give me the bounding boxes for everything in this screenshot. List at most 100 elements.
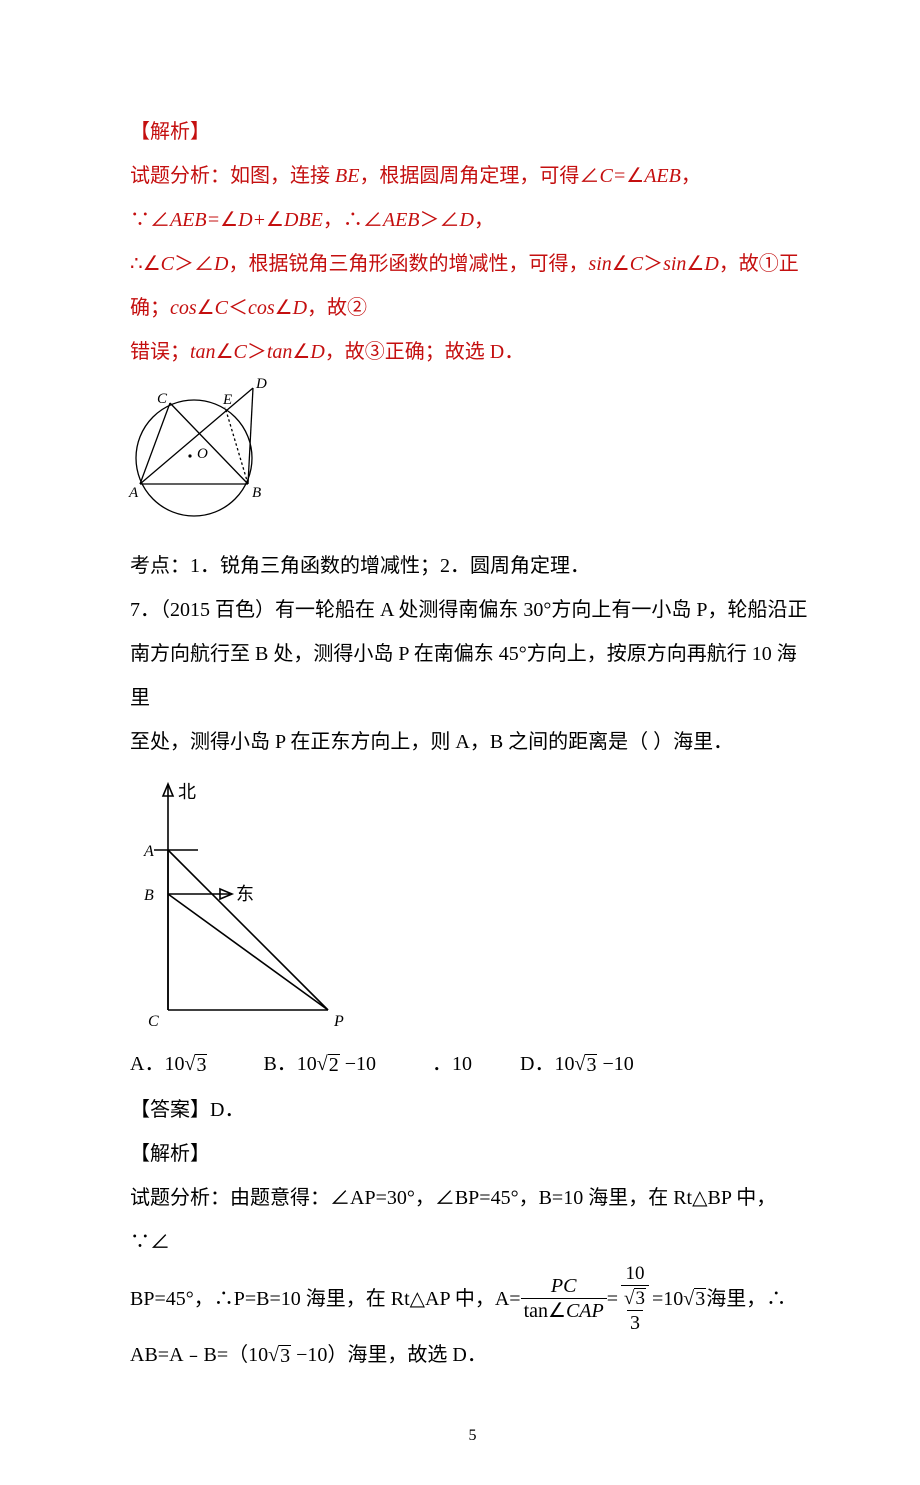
svg-text:C: C (157, 391, 168, 407)
option-a-value: 10√3 (164, 1044, 207, 1084)
circle-diagram: A B C D E O (122, 378, 815, 528)
svg-text:B: B (252, 485, 261, 501)
eq: = (607, 1283, 618, 1315)
text: ∠ (275, 297, 293, 319)
inner-num: 10 (623, 1264, 648, 1285)
text: 错误； (130, 341, 190, 363)
text: BP=45°，∴P=B=10 海里，在 Rt△AP 中，A= (130, 1283, 521, 1315)
text: ，故③正确；故选 D． (325, 341, 524, 363)
var: D (293, 297, 307, 319)
inner-fraction: 10 √3 (621, 1264, 649, 1308)
den-cap: CAP (566, 1300, 604, 1322)
text: ＜ (228, 297, 248, 319)
svg-text:B: B (144, 887, 154, 904)
option-d-label: D． (520, 1044, 554, 1084)
svg-text:A: A (128, 485, 139, 501)
num: 10 (555, 1053, 575, 1075)
var: AEB= (170, 209, 220, 231)
radicand: 3 (279, 1345, 291, 1366)
answer-line: 【答案】D． (130, 1088, 815, 1132)
text: ＞∠ (420, 209, 460, 231)
fraction-big: 10 √3 3 (618, 1264, 652, 1333)
svg-text:E: E (222, 392, 232, 408)
text: ∠ (266, 209, 284, 231)
analysis2-header: 【解析】 (130, 1132, 815, 1176)
text: ∴∠ (130, 253, 161, 275)
text: ，∴∠ (323, 209, 383, 231)
option-b-value: 10√2 −10 (297, 1044, 376, 1084)
option-a-label: A． (130, 1044, 164, 1084)
tail: −10 (597, 1053, 633, 1075)
var: D (214, 253, 228, 275)
num: 10 (164, 1053, 184, 1075)
var: C (630, 253, 643, 275)
num: 10 (297, 1053, 317, 1075)
svg-text:D: D (255, 378, 267, 392)
tail: −10 (291, 1344, 327, 1366)
den-tan: tan (524, 1300, 548, 1322)
var: sin (663, 253, 686, 275)
svg-text:C: C (148, 1013, 159, 1030)
var: BE (335, 165, 359, 187)
var: C= (599, 165, 626, 187)
svg-text:东: 东 (236, 884, 254, 904)
svg-text:O: O (197, 446, 208, 462)
var: tan (267, 341, 293, 363)
text: ，根据锐角三角形函数的增减性，可得， (228, 253, 588, 275)
text: ，根据圆周角定理，可得∠ (359, 165, 599, 187)
ship-diagram: 北东 A B C P (130, 774, 815, 1034)
page-number: 5 (130, 1427, 815, 1445)
kaodian: 考点：1．锐角三角函数的增减性；2．圆周角定理． (130, 544, 815, 588)
var: sin (588, 253, 611, 275)
radicand: 3 (195, 1054, 207, 1075)
q7-line-1: 7．（2015 百色）有一轮船在 A 处测得南偏东 30°方向上有一小岛 P，轮… (130, 588, 815, 632)
var: C (161, 253, 174, 275)
var: D+ (238, 209, 266, 231)
text: ＞ (247, 341, 267, 363)
var: C (234, 341, 247, 363)
analysis-header: 【解析】 (130, 110, 815, 154)
outer-den: 3 (627, 1310, 643, 1333)
radicand: 2 (328, 1054, 340, 1075)
text: ∠ (197, 297, 215, 319)
option-d-value: 10√3 −10 (555, 1044, 634, 1084)
text: ∠ (686, 253, 704, 275)
var: AEB (383, 209, 420, 231)
eq2: = (652, 1283, 663, 1315)
analysis-line-2: ∴∠C＞∠D，根据锐角三角形函数的增减性，可得，sin∠C＞sin∠D，故①正确… (130, 242, 815, 330)
fraction-pc-over-tan: PC tan∠CAP (521, 1276, 607, 1321)
num: 10 (663, 1288, 683, 1310)
var: C (215, 297, 228, 319)
analysis2-line-3: AB=A﹣B=（10√3 −10）海里，故选 D． (130, 1333, 815, 1377)
var: D (460, 209, 474, 231)
q7-line-2: 南方向航行至 B 处，测得小岛 P 在南偏东 45°方向上，按原方向再航行 10… (130, 632, 815, 720)
text: ∠ (612, 253, 630, 275)
svg-text:北: 北 (178, 782, 196, 802)
text: ）海里，故选 D． (327, 1344, 486, 1366)
text: ， (474, 209, 494, 231)
num: 10 (248, 1344, 268, 1366)
var: cos (170, 297, 197, 319)
analysis-line-3: 错误；tan∠C＞tan∠D，故③正确；故选 D． (130, 330, 815, 374)
result: 10√3 (663, 1283, 706, 1315)
text: 试题分析：如图，连接 (130, 165, 335, 187)
var: tan (190, 341, 216, 363)
option-b-label: B． (263, 1044, 296, 1084)
svg-text:A: A (143, 843, 154, 860)
tail: −10 (340, 1053, 376, 1075)
document-page: 【解析】 试题分析：如图，连接 BE，根据圆周角定理，可得∠C=∠AEB，∵∠A… (0, 0, 920, 1485)
text: ∠ (626, 165, 644, 187)
text: ＞∠ (174, 253, 214, 275)
text: ∠ (220, 209, 238, 231)
text: ∠ (292, 341, 310, 363)
text: ＞ (643, 253, 663, 275)
q7-line-3: 至处，测得小岛 P 在正东方向上，则 A，B 之间的距离是（ ）海里． (130, 720, 815, 764)
analysis2-line-1: 试题分析：由题意得：∠AP=30°，∠BP=45°，B=10 海里，在 Rt△B… (130, 1176, 815, 1264)
var: D (310, 341, 324, 363)
inner-rad: 3 (634, 1288, 646, 1308)
radicand: 3 (585, 1054, 597, 1075)
tail: 海里，∴ (706, 1283, 786, 1315)
option-c-value: 10 (452, 1044, 472, 1084)
analysis2-line-2: BP=45°，∴P=B=10 海里，在 Rt△AP 中，A= PC tan∠CA… (130, 1264, 815, 1333)
svg-text:P: P (333, 1013, 344, 1030)
